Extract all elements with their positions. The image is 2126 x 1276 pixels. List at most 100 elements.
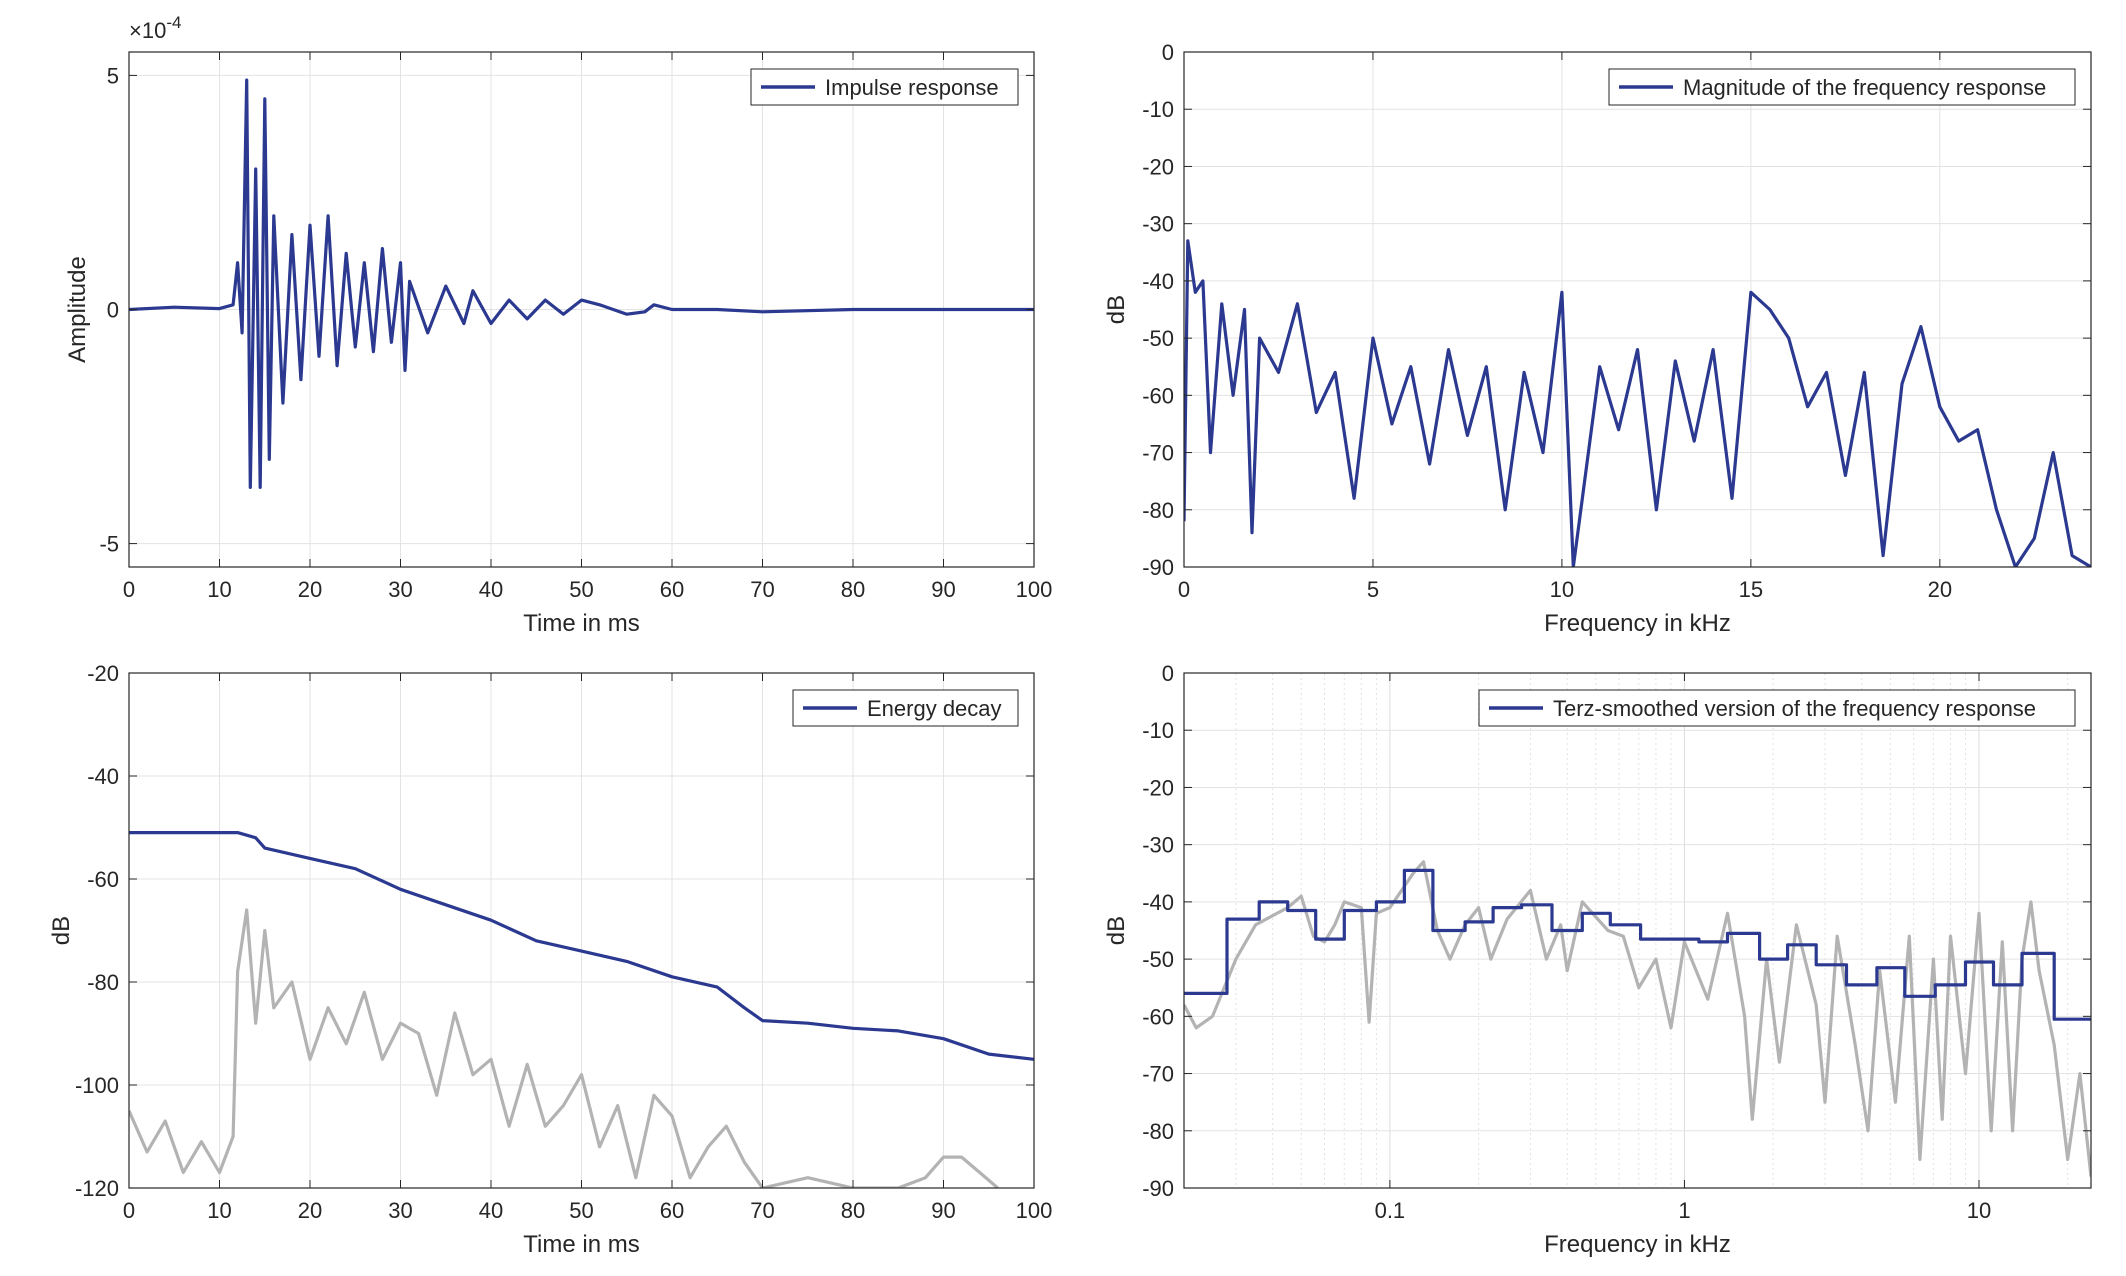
- y-tick-label: -20: [1142, 775, 1174, 800]
- y-tick-label: -90: [1142, 555, 1174, 580]
- x-axis-label: Frequency in kHz: [1544, 610, 1731, 637]
- y-tick-label: -90: [1142, 1176, 1174, 1201]
- y-tick-label: -20: [1142, 154, 1174, 179]
- x-tick-label: 90: [931, 577, 955, 602]
- y-tick-label: 0: [1162, 661, 1174, 686]
- y-axis-label: dB: [1103, 295, 1130, 324]
- x-tick-label: 50: [569, 577, 593, 602]
- x-tick-label: 60: [660, 577, 684, 602]
- x-tick-label: 0: [1178, 577, 1190, 602]
- exponent-base: ×10: [129, 18, 166, 43]
- legend-entry: Energy decay: [867, 696, 1002, 721]
- y-tick-label: -120: [75, 1176, 119, 1201]
- y-tick-label: -60: [1142, 383, 1174, 408]
- chart-panel-magnitude: 0 5 10 15 20 0 -10 -20 -30 -40 -50 -60 -70 -80 -90 Freq…: [1103, 40, 2092, 637]
- y-tick-label: -10: [1142, 718, 1174, 743]
- y-exponent-label: ×10-4: [129, 13, 181, 43]
- y-tick-label: -70: [1142, 1062, 1174, 1087]
- y-tick-label: -80: [87, 970, 119, 995]
- legend: Magnitude of the frequency response: [1608, 68, 2076, 106]
- series-line-background: [129, 908, 999, 1188]
- y-tick-label: -60: [1142, 1004, 1174, 1029]
- chart-panel-energy: 0 10 20 30 40 50 60 70 80 90 100 -20 -40 -60 -80 -100 -1…: [48, 661, 1052, 1258]
- ticks: 0 10 20 30 40 50 60 70 80 90 100-505: [99, 52, 1052, 602]
- legend-entry: Impulse response: [825, 75, 999, 100]
- x-tick-label: 80: [841, 577, 865, 602]
- plot-area: [1184, 673, 2091, 1188]
- y-axis-label: dB: [48, 916, 75, 945]
- legend: Terz-smoothed version of the frequency r…: [1478, 689, 2076, 727]
- y-tick-label: -10: [1142, 97, 1174, 122]
- ticks: 0.1 1 10 0 -10 -20 -30 -40 -50 -60 -70 -80 -90: [1142, 661, 2091, 1223]
- series-group: [1184, 239, 2091, 567]
- y-tick-label: -30: [1142, 212, 1174, 237]
- y-tick-label: -5: [99, 532, 119, 557]
- series-line-primary: [129, 78, 1034, 489]
- x-tick-label: 70: [750, 1198, 774, 1223]
- series-group: [129, 78, 1034, 489]
- x-tick-label: 20: [1928, 577, 1952, 602]
- x-tick-label: 0.1: [1375, 1198, 1406, 1223]
- x-tick-label: 0: [123, 1198, 135, 1223]
- y-tick-label: 5: [107, 63, 119, 88]
- grid: [1183, 672, 2091, 1189]
- x-tick-label: 50: [569, 1198, 593, 1223]
- y-tick-label: -30: [1142, 833, 1174, 858]
- series-line-primary: [129, 831, 1034, 1061]
- x-tick-label: 40: [479, 577, 503, 602]
- legend-entry: Magnitude of the frequency response: [1683, 75, 2046, 100]
- series-group: [1184, 860, 2091, 1177]
- legend-box: [1608, 68, 2076, 106]
- x-tick-label: 10: [207, 577, 231, 602]
- x-tick-label: 15: [1739, 577, 1763, 602]
- x-tick-label: 30: [388, 1198, 412, 1223]
- chart-panel-terz: 0.1 1 10 0 -10 -20 -30 -40 -50 -60 -70 -80 -90 Freque…: [1103, 661, 2092, 1258]
- x-axis-label: Time in ms: [523, 610, 639, 637]
- exponent-power: -4: [166, 13, 181, 32]
- x-tick-label: 100: [1016, 577, 1053, 602]
- y-tick-label: -50: [1142, 326, 1174, 351]
- x-tick-label: 40: [479, 1198, 503, 1223]
- ticks: 0 10 20 30 40 50 60 70 80 90 100 -20 -40 -60 -80 -100 -1…: [75, 661, 1052, 1223]
- legend-entry: Terz-smoothed version of the frequency r…: [1553, 696, 2036, 721]
- y-tick-label: -40: [87, 764, 119, 789]
- y-tick-label: -100: [75, 1073, 119, 1098]
- x-tick-label: 10: [1967, 1198, 1991, 1223]
- y-tick-label: -40: [1142, 890, 1174, 915]
- y-tick-label: -80: [1142, 1119, 1174, 1144]
- series-line-background: [1184, 860, 2091, 1177]
- series-line-primary: [1184, 868, 2091, 1021]
- legend: Energy decay: [792, 689, 1019, 727]
- y-tick-label: -80: [1142, 498, 1174, 523]
- x-tick-label: 5: [1367, 577, 1379, 602]
- x-tick-label: 10: [207, 1198, 231, 1223]
- x-tick-label: 30: [388, 577, 412, 602]
- x-tick-label: 80: [841, 1198, 865, 1223]
- y-tick-label: -50: [1142, 947, 1174, 972]
- y-tick-label: 0: [107, 298, 119, 323]
- x-tick-label: 100: [1016, 1198, 1053, 1223]
- x-axis-label: Time in ms: [523, 1231, 639, 1258]
- y-tick-label: -20: [87, 661, 119, 686]
- x-tick-label: 70: [750, 577, 774, 602]
- x-tick-label: 1: [1678, 1198, 1690, 1223]
- ticks: 0 5 10 15 20 0 -10 -20 -30 -40 -50 -60 -70 -80 -90: [1142, 40, 2091, 602]
- axes-box: [1183, 672, 2092, 1189]
- y-tick-label: -40: [1142, 269, 1174, 294]
- y-tick-label: 0: [1162, 40, 1174, 65]
- y-axis-label: Amplitude: [64, 256, 91, 363]
- x-tick-label: 10: [1550, 577, 1574, 602]
- x-tick-label: 20: [298, 1198, 322, 1223]
- x-axis-label: Frequency in kHz: [1544, 1231, 1731, 1258]
- y-tick-label: -60: [87, 867, 119, 892]
- x-tick-label: 60: [660, 1198, 684, 1223]
- y-tick-label: -70: [1142, 441, 1174, 466]
- plot-area: [1184, 52, 2091, 567]
- axes-box: [1183, 51, 2092, 568]
- legend-box: [1478, 689, 2076, 727]
- series-line-primary: [1184, 239, 2091, 567]
- series-group: [129, 831, 1034, 1188]
